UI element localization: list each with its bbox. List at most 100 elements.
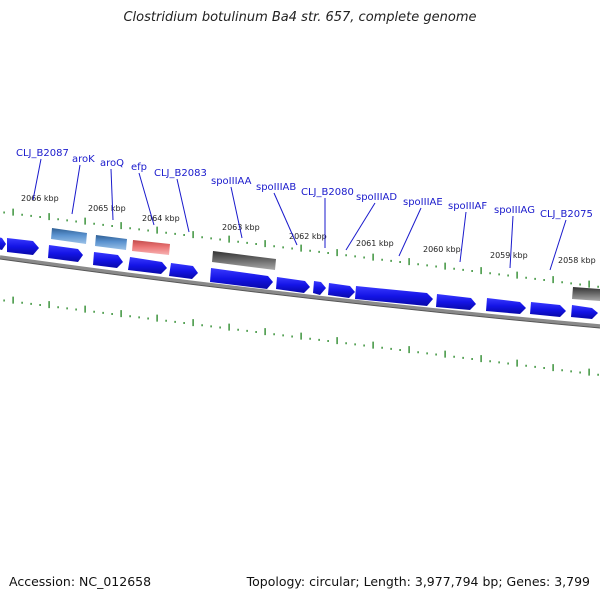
- major-tick: [228, 235, 230, 243]
- major-tick: [48, 213, 50, 221]
- leader-line: [110, 168, 114, 221]
- scale-label: 2064 kbp: [142, 214, 180, 223]
- gene-label[interactable]: aroQ: [100, 158, 124, 169]
- genome-summary: Topology: circular; Length: 3,977,794 bp…: [246, 574, 590, 589]
- minor-tick: [57, 218, 59, 221]
- minor-tick: [237, 240, 239, 243]
- gene-arrow: [355, 286, 433, 306]
- major-tick: [120, 222, 122, 230]
- gene-label[interactable]: spoIIIAA: [211, 176, 252, 187]
- major-tick: [48, 301, 50, 309]
- leader-line: [230, 186, 243, 239]
- minor-tick: [273, 333, 275, 336]
- gene-arrow: [0, 237, 6, 250]
- minor-tick: [570, 370, 572, 373]
- gene-arrow: [436, 294, 476, 310]
- tick-row-lower: [3, 296, 599, 376]
- major-tick: [588, 368, 590, 376]
- minor-tick: [3, 211, 5, 214]
- minor-tick: [534, 365, 536, 368]
- scale-label: 2066 kbp: [21, 194, 59, 203]
- minor-tick: [93, 310, 95, 313]
- gene-label[interactable]: CLJ_B2080: [301, 187, 354, 198]
- minor-tick: [291, 335, 293, 338]
- major-tick: [84, 305, 86, 313]
- minor-tick: [219, 326, 221, 329]
- minor-tick: [174, 232, 176, 235]
- minor-tick: [183, 322, 185, 324]
- minor-tick: [543, 367, 545, 369]
- accession-text: Accession: NC_012658: [9, 574, 152, 589]
- gene-arrow: [169, 263, 198, 279]
- minor-tick: [210, 325, 212, 328]
- gene-label[interactable]: spoIIIAD: [356, 192, 397, 203]
- leader-line: [345, 202, 376, 251]
- minor-tick: [309, 249, 311, 252]
- gene-label[interactable]: aroK: [72, 154, 95, 165]
- minor-tick: [129, 227, 131, 230]
- scale-label: 2063 kbp: [222, 223, 260, 232]
- minor-tick: [30, 302, 32, 305]
- minor-tick: [354, 343, 356, 346]
- minor-tick: [327, 252, 329, 254]
- gene-arrow: [210, 268, 273, 289]
- minor-tick: [399, 349, 401, 351]
- gene-label[interactable]: CLJ_B2075: [540, 209, 593, 220]
- minor-tick: [66, 307, 68, 310]
- minor-tick: [147, 317, 149, 320]
- major-tick: [444, 350, 446, 358]
- gene-arrow: [128, 257, 167, 274]
- minor-tick: [417, 263, 419, 266]
- gene-arrow: [313, 281, 326, 295]
- scale-label: 2062 kbp: [289, 232, 327, 241]
- minor-tick: [75, 308, 77, 311]
- gene-label[interactable]: efp: [131, 162, 147, 173]
- minor-tick: [129, 315, 131, 318]
- gene-label[interactable]: spoIIIAG: [494, 205, 535, 216]
- minor-tick: [201, 236, 203, 239]
- gene-arrow: [93, 252, 123, 268]
- minor-tick: [345, 342, 347, 345]
- minor-tick: [435, 353, 437, 356]
- gene-block-aroK: [51, 228, 87, 244]
- backbone: [0, 255, 600, 328]
- minor-tick: [21, 213, 23, 216]
- gene-arrow: [48, 245, 83, 262]
- major-tick: [588, 280, 590, 288]
- minor-tick: [471, 270, 473, 272]
- minor-tick: [93, 222, 95, 225]
- major-tick: [300, 244, 302, 252]
- gene-arrow: [328, 283, 355, 298]
- gene-label[interactable]: CLJ_B2083: [154, 168, 207, 179]
- minor-tick: [561, 369, 563, 372]
- major-tick: [336, 249, 338, 257]
- gene-arrow: [7, 238, 39, 255]
- minor-tick: [381, 346, 383, 349]
- minor-tick: [390, 259, 392, 262]
- major-tick: [264, 240, 266, 248]
- minor-tick: [570, 282, 572, 285]
- scale-label: 2061 kbp: [356, 239, 394, 248]
- minor-tick: [543, 279, 545, 281]
- minor-tick: [201, 324, 203, 327]
- minor-tick: [75, 220, 77, 223]
- minor-tick: [381, 258, 383, 261]
- minor-tick: [210, 237, 212, 240]
- scale-labels: 2066 kbp 2065 kbp 2064 kbp 2063 kbp 2062 kbp…: [21, 194, 596, 265]
- gene-label[interactable]: spoIIIAB: [256, 182, 296, 193]
- major-tick: [12, 208, 14, 216]
- major-tick: [372, 341, 374, 349]
- minor-tick: [462, 356, 464, 359]
- minor-tick: [102, 223, 104, 226]
- major-tick: [408, 258, 410, 266]
- minor-tick: [426, 352, 428, 355]
- gene-label[interactable]: spoIIIAF: [448, 201, 487, 212]
- minor-tick: [318, 250, 320, 253]
- major-tick: [372, 253, 374, 261]
- gene-label[interactable]: CLJ_B2087: [16, 148, 69, 159]
- minor-tick: [39, 216, 41, 218]
- feature-track: [0, 228, 600, 319]
- minor-tick: [255, 331, 257, 333]
- gene-label[interactable]: spoIIIAE: [403, 197, 443, 208]
